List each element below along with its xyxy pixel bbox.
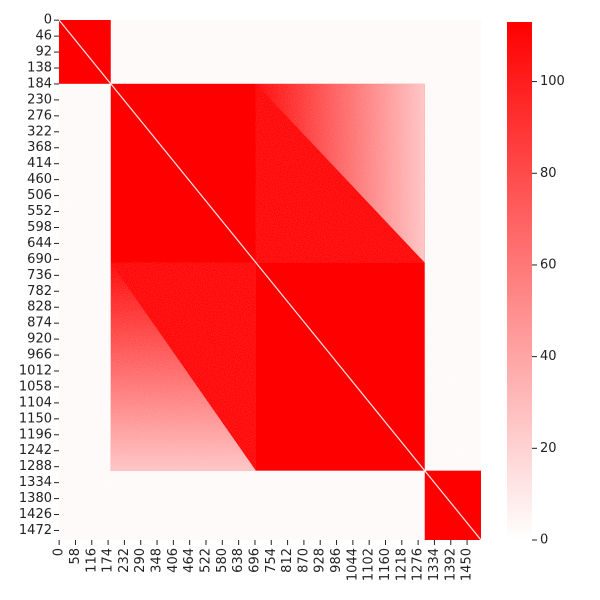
y-tick-label-1242: 1242 — [19, 443, 52, 458]
y-tick-label-552: 552 — [27, 204, 52, 219]
y-tick-label-1150: 1150 — [19, 411, 52, 426]
x-tick-label-116: 116 — [84, 548, 99, 573]
y-tick-label-0: 0 — [44, 13, 52, 28]
colorbar-tick-label-20: 20 — [540, 441, 557, 456]
x-tick-label-812: 812 — [280, 548, 295, 573]
y-tick-label-782: 782 — [27, 284, 52, 299]
y-tick-label-1288: 1288 — [19, 459, 52, 474]
x-tick-label-580: 580 — [215, 548, 230, 573]
colorbar: 0 20 40 60 80 100 — [507, 22, 565, 548]
x-tick-label-522: 522 — [198, 548, 213, 573]
y-tick-label-690: 690 — [27, 252, 52, 267]
colorbar-tick-label-60: 60 — [540, 257, 557, 272]
y-tick-label-966: 966 — [27, 348, 52, 363]
y-tick-label-1472: 1472 — [19, 523, 52, 538]
x-tick-label-986: 986 — [329, 548, 344, 573]
y-tick-label-230: 230 — [27, 92, 52, 107]
x-tick-label-1276: 1276 — [411, 548, 426, 581]
y-tick-label-920: 920 — [27, 332, 52, 347]
x-tick-label-638: 638 — [231, 548, 246, 573]
colorbar-tick-label-0: 0 — [540, 533, 548, 548]
y-tick-label-644: 644 — [27, 236, 52, 251]
y-tick-label-1334: 1334 — [19, 475, 52, 490]
x-tick-label-1160: 1160 — [378, 548, 393, 581]
x-axis: 0 58 116 174 232 290 348 406 464 522 580 638 696 754 8… — [52, 540, 475, 581]
y-tick-label-874: 874 — [27, 316, 52, 331]
y-tick-label-1058: 1058 — [19, 379, 52, 394]
x-tick-label-58: 58 — [68, 548, 83, 565]
y-tick-label-598: 598 — [27, 220, 52, 235]
x-tick-label-1392: 1392 — [443, 548, 458, 581]
y-tick-label-368: 368 — [27, 140, 52, 155]
y-tick-label-1012: 1012 — [19, 364, 52, 379]
heatmap-block-2-lower-noise — [110, 262, 256, 471]
y-tick-label-506: 506 — [27, 188, 52, 203]
heatmap-area — [58, 19, 482, 541]
y-tick-label-322: 322 — [27, 124, 52, 139]
y-tick-label-1426: 1426 — [19, 507, 52, 522]
x-tick-label-754: 754 — [264, 548, 279, 573]
y-tick-label-184: 184 — [27, 76, 52, 91]
x-tick-label-870: 870 — [296, 548, 311, 573]
y-tick-label-414: 414 — [27, 156, 52, 171]
y-tick-label-138: 138 — [27, 61, 52, 76]
x-tick-label-174: 174 — [101, 548, 116, 573]
colorbar-tick-label-80: 80 — [540, 166, 557, 181]
x-tick-label-1334: 1334 — [427, 548, 442, 581]
y-tick-label-46: 46 — [35, 29, 52, 44]
heatmap-block-2-upper-noise — [255, 83, 425, 263]
y-tick-label-1196: 1196 — [19, 427, 52, 442]
x-tick-label-464: 464 — [182, 548, 197, 573]
y-tick-label-276: 276 — [27, 108, 52, 123]
y-axis: 0469213818423027632236841446050655259864… — [19, 13, 59, 538]
y-tick-label-1104: 1104 — [19, 395, 52, 410]
y-tick-label-828: 828 — [27, 300, 52, 315]
y-tick-label-92: 92 — [35, 45, 52, 60]
x-tick-label-696: 696 — [247, 548, 262, 573]
x-tick-label-290: 290 — [133, 548, 148, 573]
y-tick-label-460: 460 — [27, 172, 52, 187]
x-tick-label-1218: 1218 — [394, 548, 409, 581]
y-tick-label-736: 736 — [27, 268, 52, 283]
heatmap-diagonal — [58, 19, 482, 541]
colorbar-gradient — [507, 22, 532, 540]
x-tick-label-928: 928 — [313, 548, 328, 573]
x-tick-label-1450: 1450 — [460, 548, 475, 581]
x-tick-label-348: 348 — [150, 548, 165, 573]
y-tick-label-1380: 1380 — [19, 491, 52, 506]
colorbar-tick-label-100: 100 — [540, 74, 565, 89]
colorbar-tick-label-40: 40 — [540, 349, 557, 364]
x-tick-label-1044: 1044 — [345, 548, 360, 581]
x-tick-label-232: 232 — [117, 548, 132, 573]
x-tick-label-0: 0 — [52, 548, 67, 556]
x-tick-label-1102: 1102 — [362, 548, 377, 581]
x-tick-label-406: 406 — [166, 548, 181, 573]
